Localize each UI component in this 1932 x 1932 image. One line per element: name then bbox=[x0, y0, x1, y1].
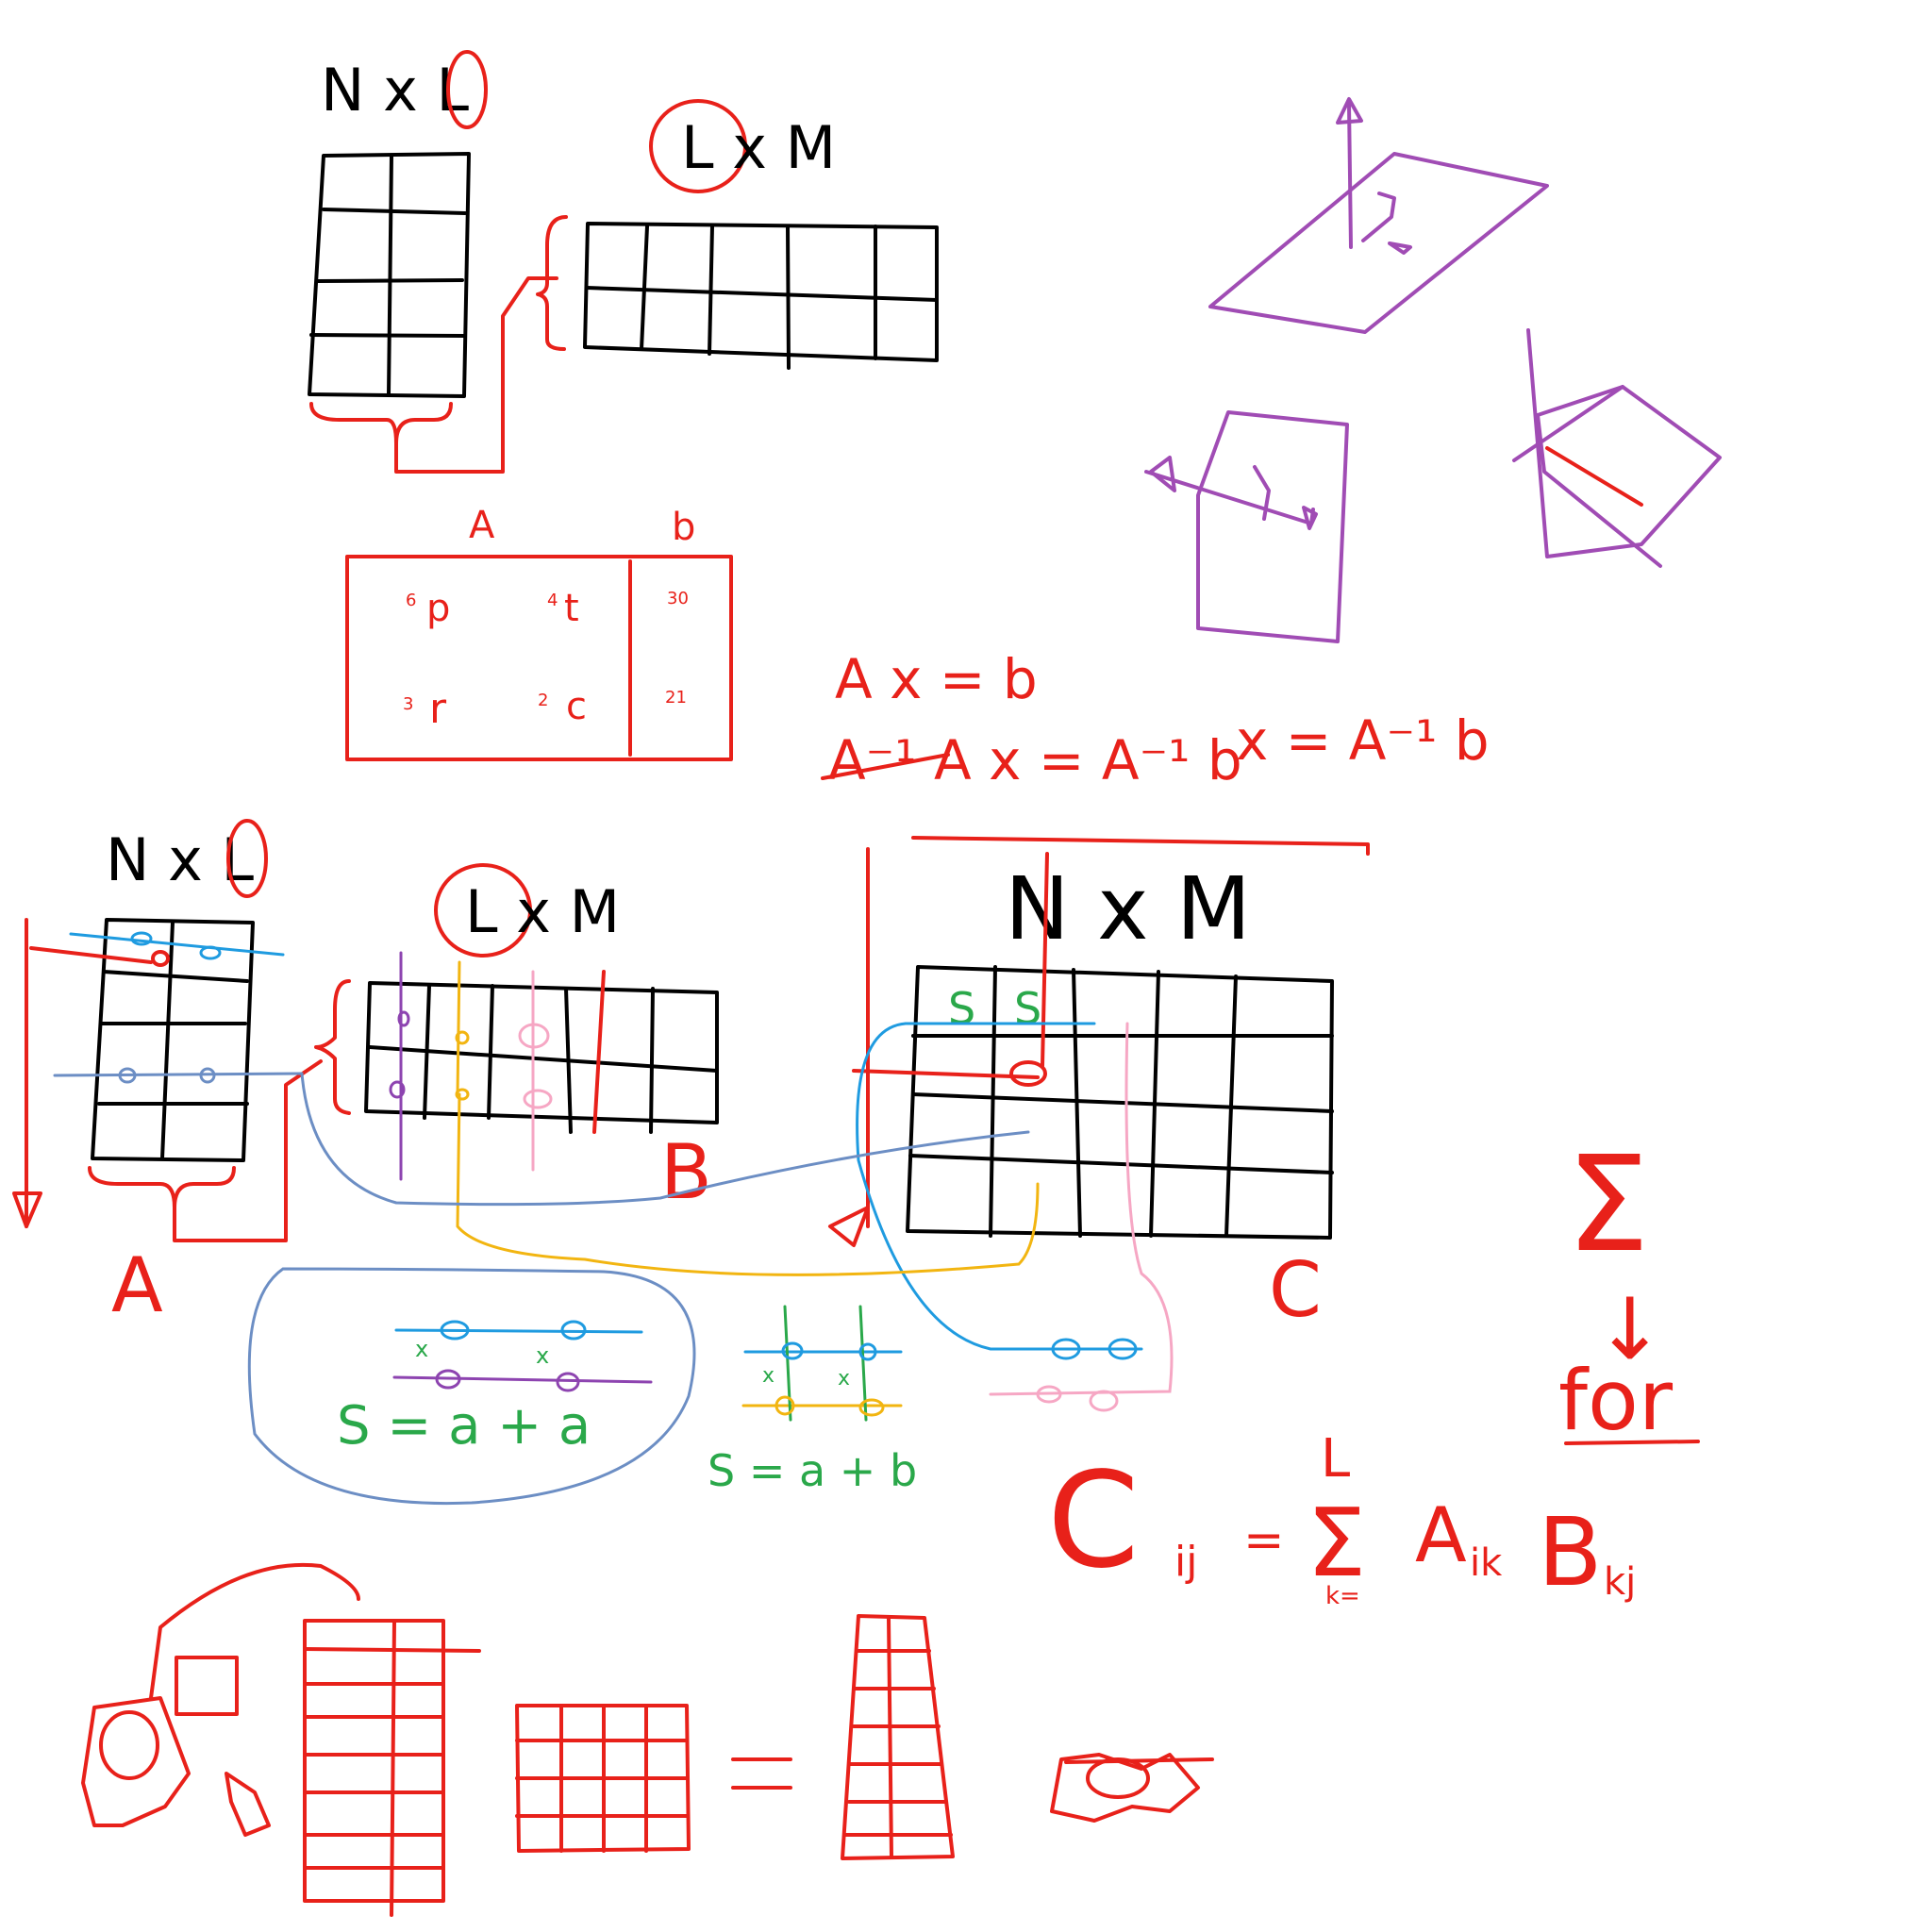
mid-c-dims: N x M bbox=[1005, 858, 1251, 959]
aug-cell-3-coef: 3 bbox=[403, 694, 413, 714]
aug-col-b-label: b bbox=[672, 506, 695, 549]
top-a-L-circle bbox=[446, 50, 488, 129]
planes-sketch bbox=[1144, 97, 1722, 643]
formula-eq: = bbox=[1243, 1512, 1285, 1569]
mid-matrix-b: L x M B bbox=[314, 863, 719, 1216]
top-matrix-b: L x M bbox=[536, 99, 939, 370]
bubble-times-2: x bbox=[536, 1342, 549, 1369]
bubble-equation: S = a + a bbox=[337, 1395, 591, 1457]
sigma-for: Σ ↓ for bbox=[1558, 1128, 1700, 1449]
aug-col-a-label: A bbox=[469, 504, 495, 547]
small-dot-product: x x S = a + b bbox=[708, 1305, 917, 1496]
mid-c-label: C bbox=[1269, 1246, 1322, 1334]
formula-a-sub: ik bbox=[1470, 1541, 1503, 1585]
small-times-1: x bbox=[762, 1364, 774, 1388]
aug-cell-4-coef: 2 bbox=[538, 691, 548, 710]
row-col-extract bbox=[1036, 1338, 1138, 1412]
equations: A x = b A⁻¹ A x = A⁻¹ b x = A⁻¹ b bbox=[821, 647, 1490, 792]
formula-sum-upper: L bbox=[1321, 1428, 1350, 1490]
bubble-times-1: x bbox=[415, 1336, 428, 1362]
dot-product-bubble: x x S = a + a bbox=[247, 1267, 696, 1506]
sigma-arrow: ↓ bbox=[1594, 1280, 1665, 1379]
mid-a-L-circle bbox=[226, 819, 268, 898]
aug-cell-3-sym: r bbox=[429, 685, 447, 733]
formula-lhs-sub: ij bbox=[1174, 1538, 1197, 1586]
bottom-doodles bbox=[81, 1562, 1214, 1917]
formula-b: B bbox=[1538, 1497, 1603, 1607]
aug-cell-4-sym: c bbox=[566, 685, 587, 728]
aug-rhs-1: 30 bbox=[667, 589, 689, 608]
mid-a-label: A bbox=[111, 1241, 163, 1329]
formula-b-sub: kj bbox=[1604, 1560, 1636, 1604]
aug-rhs-2: 21 bbox=[665, 688, 687, 708]
augmented-matrix: A b 6 p 4 t 3 r 2 c 30 21 bbox=[345, 504, 733, 761]
aug-cell-1-coef: 6 bbox=[406, 591, 416, 610]
top-b-dims: L x M bbox=[681, 113, 836, 182]
equation-2: A⁻¹ A x = A⁻¹ b bbox=[828, 728, 1242, 792]
top-matrix-a: N x L bbox=[308, 50, 558, 474]
sigma-symbol: Σ bbox=[1566, 1128, 1649, 1282]
formula-lhs: C bbox=[1047, 1444, 1140, 1598]
formula-sum-lower: k= bbox=[1325, 1582, 1360, 1610]
mid-b-dims: L x M bbox=[465, 877, 620, 946]
for-label: for bbox=[1558, 1352, 1674, 1449]
equation-1: A x = b bbox=[835, 647, 1038, 711]
mid-matrix-c: N x M S S C bbox=[300, 836, 1370, 1396]
small-equation: S = a + b bbox=[708, 1445, 917, 1496]
aug-cell-2-sym: t bbox=[564, 587, 579, 630]
mid-b-label: B bbox=[660, 1128, 712, 1216]
c-cell-s-2: S bbox=[1014, 983, 1041, 1034]
formula-a: A bbox=[1415, 1491, 1467, 1579]
mid-b-L-circle bbox=[434, 863, 532, 958]
top-b-L-circle bbox=[649, 99, 747, 193]
matrix-product-formula: C ij = L Σ k= A ik B kj bbox=[1047, 1428, 1636, 1610]
aug-cell-2-coef: 4 bbox=[547, 591, 558, 610]
top-a-dims: N x L bbox=[321, 56, 469, 125]
small-times-2: x bbox=[838, 1367, 850, 1391]
formula-sigma: Σ bbox=[1307, 1488, 1366, 1598]
c-cell-s-1: S bbox=[948, 983, 975, 1034]
equation-3: x = A⁻¹ b bbox=[1236, 708, 1490, 773]
aug-cell-1-sym: p bbox=[426, 587, 450, 630]
mid-matrix-a: N x L A bbox=[12, 819, 323, 1329]
